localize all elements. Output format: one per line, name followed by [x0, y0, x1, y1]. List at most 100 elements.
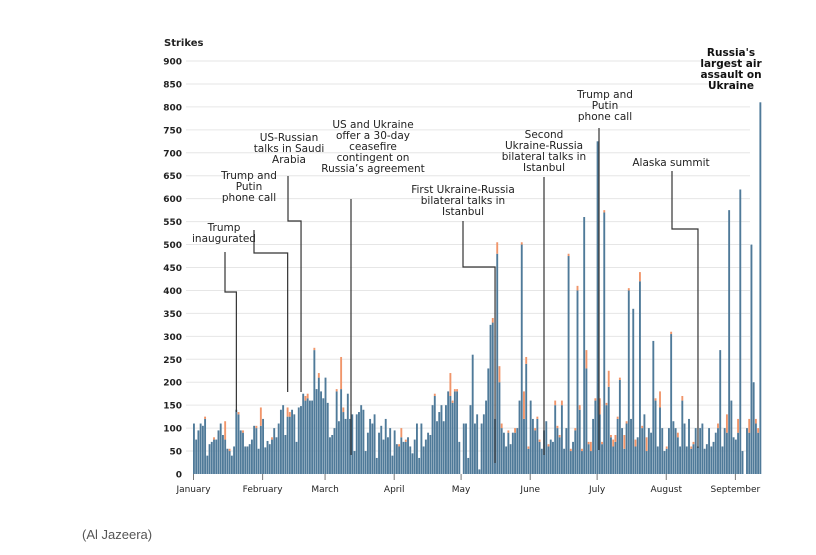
bar-base: [667, 428, 670, 474]
bar-base: [340, 389, 343, 474]
bar-base: [478, 469, 481, 474]
bar-base: [268, 444, 271, 474]
bar-base: [456, 391, 459, 474]
bar-base: [616, 418, 619, 474]
x-tick-label: May: [452, 485, 471, 495]
x-tick-label: August: [651, 485, 683, 495]
bar-base: [193, 423, 195, 474]
x-tick-label: June: [519, 485, 540, 495]
bar-base: [391, 455, 394, 474]
annotation-text: assault on: [700, 69, 761, 81]
bar-base: [393, 430, 396, 474]
bar-base: [206, 455, 209, 474]
bar-base: [491, 322, 494, 474]
bar-top: [625, 421, 628, 424]
bar-base: [322, 398, 325, 474]
y-tick-label: 700: [163, 149, 182, 159]
bar-base: [576, 290, 579, 474]
bar-base: [317, 377, 320, 474]
bar-base: [516, 428, 519, 474]
bar-top: [204, 416, 207, 419]
bar-base: [297, 407, 300, 474]
bar-base: [407, 437, 409, 474]
bar-base: [320, 391, 322, 474]
bar-base: [623, 448, 626, 474]
bar-base: [569, 451, 572, 474]
bar-base: [661, 428, 664, 474]
bar-base: [398, 446, 401, 474]
bar-top: [754, 418, 757, 424]
bar-top: [574, 428, 577, 431]
bar-base: [552, 441, 554, 474]
annotation-leader-line: [253, 230, 289, 392]
bar-top: [523, 391, 525, 419]
bar-base: [531, 418, 534, 474]
bar-base: [250, 439, 253, 474]
y-tick-label: 850: [163, 80, 182, 90]
annotation-text: talks in Saudi: [254, 143, 325, 155]
strikes-chart: Strikes 0 50 100 150 200 250 300 350 400 450 500 55…: [163, 38, 762, 495]
y-tick-label: 50: [169, 448, 182, 458]
bar-base: [739, 189, 742, 474]
bar-base: [605, 405, 608, 474]
annotation-leader-line: [224, 252, 237, 412]
bar-base: [420, 423, 423, 474]
bar-base: [641, 428, 644, 474]
bar-base: [311, 400, 314, 474]
bar-base: [520, 244, 523, 474]
annotation-text: Alaska summit: [632, 157, 709, 169]
bar-base: [589, 451, 592, 474]
bar-top: [453, 389, 456, 392]
bar-base: [538, 441, 541, 474]
bar-base: [679, 446, 682, 474]
bar-base: [315, 389, 318, 474]
bar-base: [734, 439, 737, 474]
bar-base: [257, 448, 260, 474]
bar-base: [427, 432, 430, 474]
bar-top: [610, 434, 612, 438]
bar-base: [505, 446, 508, 474]
bar-top: [639, 272, 641, 282]
bar-base: [304, 400, 307, 474]
bar-top: [725, 414, 728, 433]
bar-top: [288, 412, 291, 417]
bar-base: [556, 428, 559, 474]
bar-top: [306, 393, 309, 399]
annotation-text: Istanbul: [523, 162, 565, 174]
bar-base: [647, 428, 650, 474]
annotation-leader-line: [462, 221, 496, 463]
bar-top: [681, 395, 684, 401]
annotation-text: Trump and: [220, 170, 277, 182]
bar-top: [400, 428, 403, 438]
bar-base: [244, 446, 247, 474]
bar-base: [587, 444, 590, 474]
bar-base: [364, 451, 367, 474]
bar-base: [719, 350, 722, 474]
bar-top: [451, 400, 454, 403]
bar-base: [324, 377, 327, 474]
bar-base: [518, 400, 521, 474]
bar-base: [197, 430, 200, 474]
bar-base: [306, 398, 309, 474]
bar-base: [279, 409, 282, 474]
bar-top: [616, 416, 619, 419]
y-tick-label: 250: [163, 356, 182, 366]
bar-top: [340, 356, 343, 390]
bar-base: [277, 423, 280, 474]
bar-base: [436, 421, 438, 474]
bar-base: [507, 432, 510, 474]
bar-base: [300, 406, 302, 474]
bar-base: [226, 448, 229, 474]
bar-base: [601, 444, 603, 474]
bar-top: [737, 418, 739, 433]
bar-base: [424, 439, 427, 474]
bar-top: [569, 448, 572, 452]
y-tick-label: 800: [163, 103, 182, 113]
bar-base: [527, 448, 530, 474]
annotation-text: bilateral talks in: [421, 195, 505, 207]
bar-base: [511, 432, 514, 474]
bar-top: [576, 285, 579, 291]
bar-base: [219, 423, 222, 474]
